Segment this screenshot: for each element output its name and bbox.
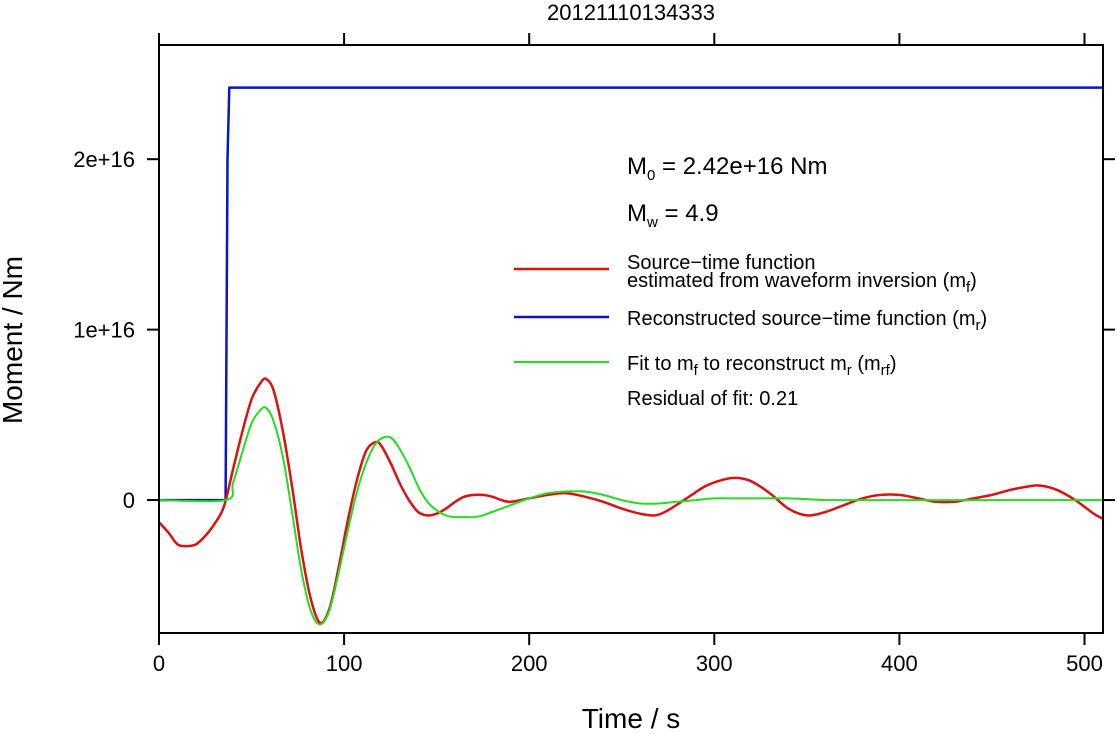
x-tick-label: 500 (1066, 651, 1103, 676)
x-tick-label: 300 (696, 651, 733, 676)
chart-title: 20121110134333 (547, 0, 715, 25)
y-axis-title: Moment / Nm (0, 256, 28, 424)
y-tick-label: 0 (123, 488, 135, 513)
y-tick-label: 1e+16 (73, 318, 135, 343)
annotation-mw: Mw = 4.9 (627, 200, 719, 231)
y-tick-label: 2e+16 (73, 147, 135, 172)
series-line-mf (158, 377, 1104, 625)
x-tick-label: 200 (511, 651, 548, 676)
x-tick-label: 0 (153, 651, 165, 676)
series-line-mrf (158, 406, 1103, 626)
legend-residual: Residual of fit: 0.21 (627, 388, 798, 410)
curves (158, 86, 1104, 626)
legend: Source−time function estimated from wave… (514, 252, 987, 410)
plot-frame (158, 44, 1104, 634)
axis-ticks: 0 100 200 300 400 500 0 1e+16 2e+16 (73, 33, 1115, 676)
legend-label-mf-line2: estimated from waveform inversion (mf) (627, 270, 977, 296)
legend-label-mrf: Fit to mf to reconstruct mr (mrf) (627, 353, 897, 379)
x-axis-title: Time / s (582, 703, 681, 734)
x-tick-label: 100 (326, 651, 363, 676)
series-line-mr (159, 86, 1103, 502)
annotations: M0 = 2.42e+16 Nm Mw = 4.9 (627, 153, 827, 231)
legend-label-mf-line1: Source−time function (627, 252, 815, 274)
x-tick-label: 400 (881, 651, 918, 676)
annotation-m0: M0 = 2.42e+16 Nm (627, 153, 827, 184)
legend-label-mr: Reconstructed source−time function (mr) (627, 308, 987, 334)
